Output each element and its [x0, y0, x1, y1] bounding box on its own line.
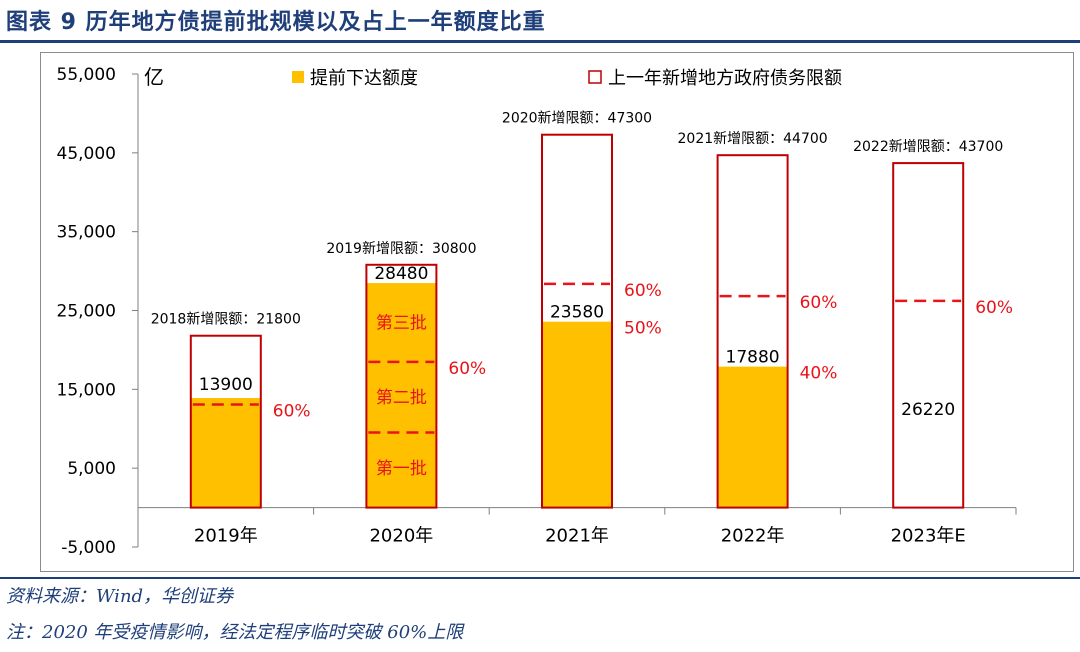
- limit-bar: [892, 162, 965, 509]
- limit-label: 2021新增限额：44700: [678, 131, 828, 147]
- percent-label: 40%: [800, 364, 838, 384]
- percent-label: 60%: [975, 298, 1013, 318]
- filled-bar: [542, 321, 612, 508]
- filled-bar: [717, 366, 788, 508]
- value-label: 23580: [550, 303, 604, 323]
- filled-bar: [366, 283, 437, 508]
- x-tick-label: 2022年: [721, 526, 785, 547]
- percent-label: 60%: [800, 293, 838, 313]
- limit-label: 2022新增限额：43700: [853, 139, 1003, 155]
- legend-swatch-filled: [292, 71, 304, 83]
- percent-label: 60%: [448, 359, 486, 379]
- footnote: 注：2020 年受疫情影响，经法定程序临时突破 60%上限: [6, 622, 464, 643]
- percent-label: 60%: [273, 401, 311, 421]
- value-label: 26220: [901, 400, 955, 420]
- chart-frame: [40, 52, 1074, 572]
- y-tick-label: 35,000: [57, 223, 116, 243]
- limit-bar: [189, 334, 262, 509]
- limit-label: 2019新增限额：30800: [326, 241, 476, 257]
- y-tick-label: 45,000: [57, 144, 116, 164]
- batch-label: 第一批: [376, 459, 427, 479]
- legend-swatch-outline: [588, 70, 602, 84]
- footer-rule: [0, 577, 1080, 579]
- batch-label: 第二批: [376, 388, 427, 408]
- y-tick-label: 25,000: [57, 302, 116, 322]
- limit-bar: [716, 154, 789, 509]
- percent-label: 50%: [624, 319, 662, 339]
- filled-bar: [190, 398, 261, 508]
- limit-bar: [365, 263, 438, 509]
- y-tick-label: -5,000: [61, 538, 116, 558]
- x-tick-label: 2020年: [369, 526, 433, 547]
- limit-label: 2020新增限额：47300: [502, 111, 652, 127]
- percent-label: 60%: [624, 281, 662, 301]
- y-tick-label: 55,000: [57, 65, 116, 85]
- legend-label-filled: 提前下达额度: [310, 68, 418, 89]
- value-label: 13900: [199, 375, 253, 395]
- limit-label: 2018新增限额：21800: [151, 312, 301, 328]
- value-label: 28480: [374, 264, 428, 284]
- page-title: 图表 9 历年地方债提前批规模以及占上一年额度比重: [6, 10, 546, 35]
- title-rule: [0, 40, 1080, 43]
- batch-label: 第三批: [376, 313, 427, 333]
- y-tick-label: 5,000: [67, 459, 116, 479]
- source-note: 资料来源：Wind，华创证券: [6, 586, 234, 607]
- y-unit-label: 亿: [144, 65, 164, 89]
- x-tick-label: 2021年: [545, 526, 609, 547]
- x-tick-label: 2023年E: [891, 526, 966, 547]
- y-tick-label: 15,000: [57, 380, 116, 400]
- legend-label-outline: 上一年新增地方政府债务限额: [608, 68, 842, 89]
- limit-bar: [541, 133, 613, 509]
- x-tick-label: 2019年: [194, 526, 258, 547]
- value-label: 17880: [726, 348, 780, 368]
